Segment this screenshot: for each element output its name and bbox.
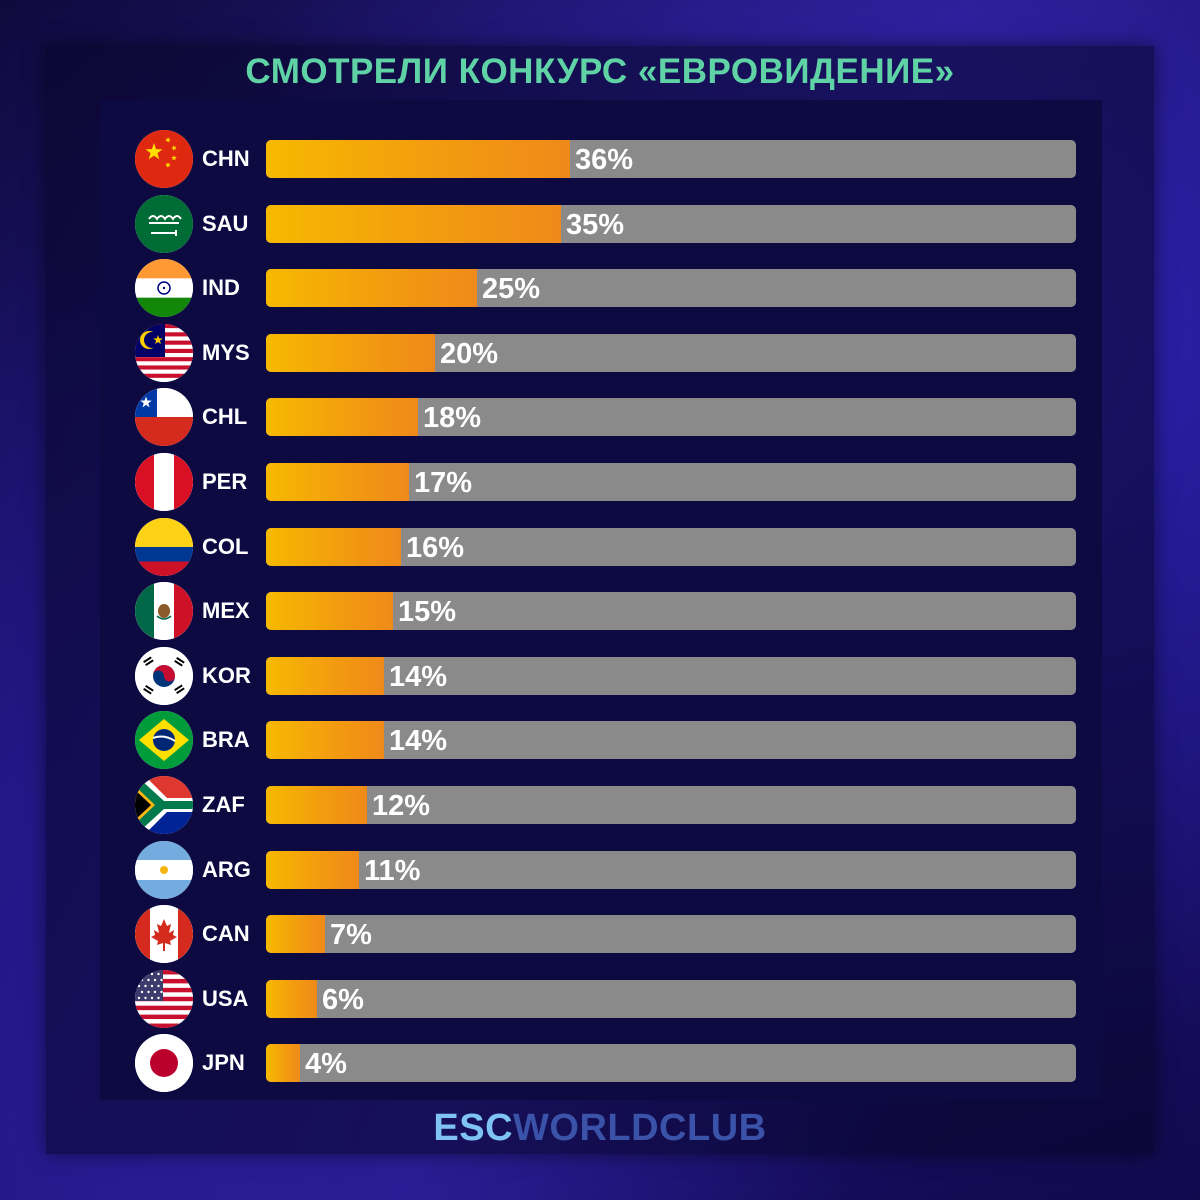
bar-track: 18%	[266, 398, 1076, 437]
bar	[266, 204, 561, 243]
chart-row: IND 25%	[100, 259, 1102, 318]
chart-row: JPN 4%	[100, 1034, 1102, 1093]
category-label: ZAF	[202, 792, 245, 817]
chart-row: CHL 18%	[100, 388, 1102, 447]
category-label: COL	[202, 533, 249, 559]
japan-flag-icon	[135, 1034, 193, 1093]
category-label: CHL	[202, 404, 248, 430]
south-africa-flag-icon	[135, 776, 193, 834]
bar-track: 15%	[266, 592, 1076, 631]
bar	[266, 979, 317, 1018]
bar	[266, 269, 477, 308]
colombia-flag-icon	[135, 517, 193, 576]
data-label: 7%	[330, 919, 372, 952]
category-label: KOR	[202, 662, 251, 688]
data-label: 6%	[322, 983, 364, 1016]
category-label: MEX	[202, 598, 250, 624]
chart-row: PER 17%	[100, 453, 1102, 511]
chart-row: MYS 20%	[100, 323, 1102, 382]
bar-track: 20%	[266, 333, 1076, 372]
chart-row: SAU 35%	[100, 194, 1102, 253]
chart-row: ZAF 12%	[100, 776, 1102, 834]
chart-row: CAN 7%	[100, 905, 1102, 964]
chart-row: COL 16%	[100, 517, 1102, 576]
bar-track: 25%	[266, 269, 1076, 308]
bar-track: 12%	[266, 786, 1076, 824]
chart-row: USA 6%	[100, 969, 1102, 1028]
saudi-arabia-flag-icon	[135, 194, 193, 253]
category-label: CHN	[202, 146, 250, 171]
bar	[266, 140, 570, 178]
chart-title: СМОТРЕЛИ КОНКУРС «ЕВРОВИДЕНИЕ»	[245, 52, 955, 91]
canada-flag-icon	[135, 905, 193, 964]
bar	[266, 915, 325, 954]
category-label: SAU	[202, 210, 249, 236]
bar	[266, 527, 401, 566]
data-label: 12%	[372, 790, 431, 822]
bar-track: 17%	[266, 463, 1076, 501]
bar-track: 36%	[266, 140, 1076, 178]
category-label: IND	[202, 275, 240, 301]
data-label: 36%	[575, 144, 634, 176]
bar-track: 11%	[266, 850, 1076, 889]
chart-row: ARG 11%	[100, 840, 1102, 899]
category-label: MYS	[202, 339, 250, 365]
chart-row: MEX 15%	[100, 582, 1102, 641]
chart-panel: CHN 36% SAU 35% IND 25% MYS 20% CHL 18% PER 17% COL 1…	[100, 100, 1102, 1100]
malaysia-flag-icon	[135, 323, 193, 382]
bar	[266, 850, 359, 889]
data-label: 25%	[482, 273, 541, 306]
chart-row: CHN 36%	[100, 130, 1102, 188]
india-flag-icon	[135, 259, 193, 318]
argentina-flag-icon	[135, 840, 193, 899]
data-label: 4%	[305, 1048, 347, 1081]
data-label: 18%	[423, 402, 482, 435]
chile-flag-icon	[135, 388, 193, 447]
bar-track: 6%	[266, 979, 1076, 1018]
brand-logo: ESCWORLDCLUB	[0, 1107, 1200, 1150]
bar-track: 4%	[266, 1044, 1076, 1083]
bar-track: 16%	[266, 527, 1076, 566]
bar	[266, 656, 384, 695]
data-label: 20%	[440, 337, 499, 370]
south-korea-flag-icon	[135, 646, 193, 705]
bar-track: 14%	[266, 656, 1076, 695]
bar	[266, 1044, 300, 1083]
bar-track: 7%	[266, 915, 1076, 954]
data-label: 16%	[406, 531, 465, 564]
bar	[266, 333, 435, 372]
usa-flag-icon	[135, 969, 193, 1028]
bar-track: 35%	[266, 204, 1076, 243]
category-label: JPN	[202, 1050, 245, 1076]
bar	[266, 786, 367, 824]
data-label: 14%	[389, 660, 448, 693]
peru-flag-icon	[135, 453, 193, 511]
data-label: 35%	[566, 208, 625, 241]
data-label: 11%	[364, 854, 421, 887]
brazil-flag-icon	[135, 711, 193, 770]
bar	[266, 463, 409, 501]
bar	[266, 592, 393, 631]
category-label: CAN	[202, 921, 250, 947]
china-flag-icon	[135, 130, 193, 188]
data-label: 17%	[414, 467, 473, 499]
category-label: PER	[202, 469, 248, 494]
bar-track: 14%	[266, 721, 1076, 760]
bar	[266, 721, 384, 760]
chart-row: BRA 14%	[100, 711, 1102, 770]
mexico-flag-icon	[135, 582, 193, 641]
category-label: ARG	[202, 856, 251, 882]
data-label: 15%	[398, 596, 457, 629]
chart-row: KOR 14%	[100, 646, 1102, 705]
category-label: USA	[202, 985, 249, 1011]
brand-part2: WORLDCLUB	[513, 1107, 767, 1149]
category-label: BRA	[202, 727, 250, 753]
data-label: 14%	[389, 725, 448, 758]
bar	[266, 398, 418, 437]
brand-part1: ESC	[433, 1107, 514, 1149]
